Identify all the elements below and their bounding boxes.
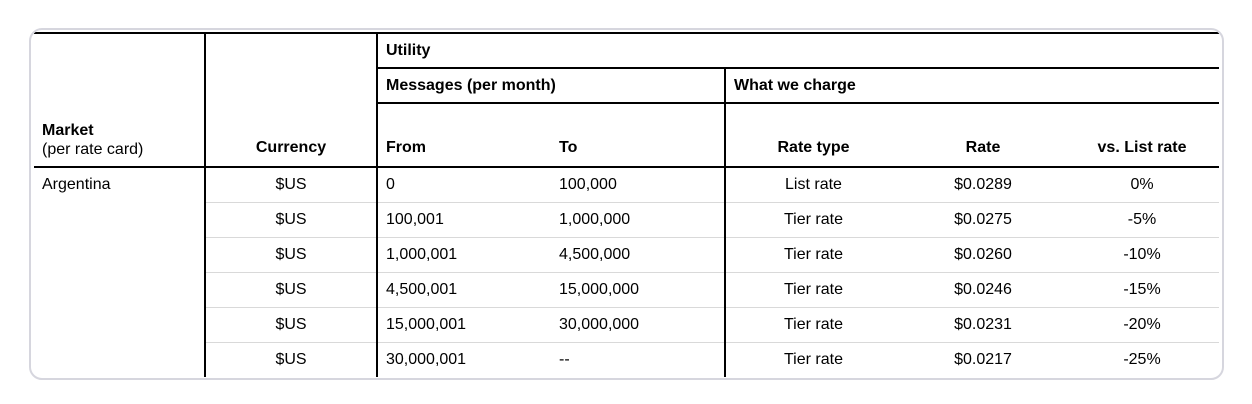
cell-currency: $US [205, 237, 378, 273]
header-row-groups: Messages (per month) What we charge [34, 68, 1220, 104]
table-row: $US 15,000,001 30,000,000 Tier rate $0.0… [34, 307, 1220, 343]
column-header-rate: Rate [901, 103, 1065, 168]
cell-rate: $0.0289 [901, 167, 1065, 203]
cell-from: 15,000,001 [377, 307, 555, 343]
cell-rate: $0.0275 [901, 202, 1065, 238]
cell-currency: $US [205, 272, 378, 308]
column-header-market: Market (per rate card) [34, 32, 206, 168]
market-header-title: Market [42, 122, 94, 139]
table-row: $US 30,000,001 -- Tier rate $0.0217 -25% [34, 342, 1219, 377]
header-row-utility: Market (per rate card) Currency Utility [34, 32, 1220, 168]
table-row: $US 100,001 1,000,000 Tier rate $0.0275 … [34, 202, 1220, 238]
column-header-to: To [555, 103, 726, 168]
pricing-rate-table: Market (per rate card) Currency Utility … [34, 32, 1220, 377]
cell-to: 4,500,000 [555, 237, 726, 273]
column-header-from: From [377, 103, 555, 168]
cell-currency: $US [205, 342, 378, 377]
cell-rate: $0.0217 [954, 351, 1012, 369]
cell-currency: $US [205, 167, 378, 203]
cell-vs-list-rate: -25% [1123, 351, 1161, 369]
cell-from: 0 [377, 167, 555, 203]
cell-from: 30,000,001 [386, 351, 467, 369]
cell-from: 1,000,001 [377, 237, 555, 273]
cell-vs-list-rate: -5% [1065, 202, 1220, 238]
group-header-utility: Utility [377, 32, 1220, 69]
cell-rate-type: Tier rate [725, 307, 901, 343]
cell-rate-type: Tier rate [784, 351, 843, 369]
cell-rate-type: Tier rate [725, 202, 901, 238]
cell-rate-type: Tier rate [725, 272, 901, 308]
table-row: $US 1,000,001 4,500,000 Tier rate $0.026… [34, 237, 1220, 273]
cell-vs-list-rate: 0% [1065, 167, 1220, 203]
cell-rate-type: Tier rate [725, 237, 901, 273]
cell-rate: $0.0246 [901, 272, 1065, 308]
cell-currency: $US [205, 202, 378, 238]
market-header-subtitle: (per rate card) [42, 141, 144, 158]
cell-vs-list-rate: -20% [1065, 307, 1220, 343]
column-header-vs-list-rate: vs. List rate [1065, 103, 1220, 168]
cell-rate-type: List rate [725, 167, 901, 203]
column-header-currency: Currency [205, 32, 378, 168]
cell-from: 4,500,001 [377, 272, 555, 308]
cell-to: 15,000,000 [555, 272, 726, 308]
cell-vs-list-rate: -15% [1065, 272, 1220, 308]
cell-to: 1,000,000 [555, 202, 726, 238]
group-header-messages: Messages (per month) [377, 68, 726, 104]
cell-currency: $US [205, 307, 378, 343]
market-name-cell: Argentina [34, 167, 206, 377]
group-header-what-we-charge: What we charge [725, 68, 1220, 104]
cell-to: -- [555, 342, 726, 377]
table-row: $US 4,500,001 15,000,000 Tier rate $0.02… [34, 272, 1220, 308]
cell-to: 100,000 [555, 167, 726, 203]
cell-vs-list-rate: -10% [1065, 237, 1220, 273]
cell-rate: $0.0231 [901, 307, 1065, 343]
cell-from: 100,001 [377, 202, 555, 238]
rate-card: Market (per rate card) Currency Utility … [29, 28, 1224, 380]
cell-rate: $0.0260 [901, 237, 1065, 273]
header-row-columns: From To Rate type Rate vs. List rate [34, 103, 1220, 168]
column-header-rate-type: Rate type [725, 103, 901, 168]
table-row: Argentina $US 0 100,000 List rate $0.028… [34, 167, 1220, 377]
cell-to: 30,000,000 [555, 307, 726, 343]
